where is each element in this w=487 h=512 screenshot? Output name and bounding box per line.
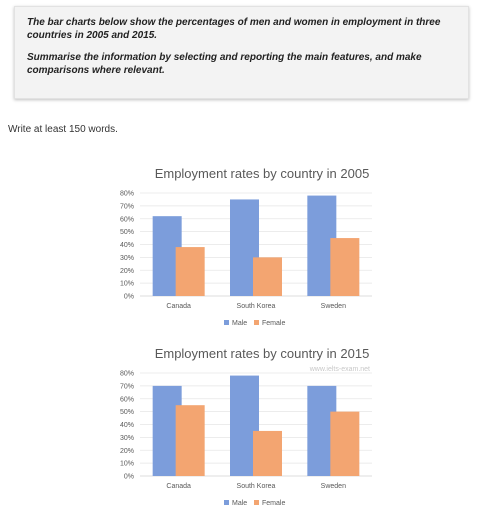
y-tick-label: 60% — [120, 216, 134, 223]
y-tick-label: 10% — [120, 461, 134, 468]
legend-label-male: Male — [232, 500, 247, 507]
legend-swatch-female — [254, 500, 259, 505]
bar-female-sweden — [330, 411, 360, 476]
y-tick-label: 40% — [120, 242, 134, 249]
legend-label-female: Female — [262, 320, 285, 327]
bar-female-sweden — [330, 238, 360, 296]
chart-title: Employment rates by country in 2015 — [155, 346, 370, 361]
category-label: Sweden — [321, 483, 346, 490]
y-tick-label: 60% — [120, 396, 134, 403]
employment-chart-2005: Employment rates by country in 2005 0% 10%… — [120, 166, 372, 327]
y-tick-label: 80% — [120, 191, 134, 198]
watermark: www.ielts-exam.net — [309, 366, 370, 373]
category-label: Canada — [166, 483, 191, 490]
y-tick-label: 0% — [124, 474, 134, 481]
bar-female-south-korea — [253, 430, 282, 476]
category-label: Canada — [166, 303, 191, 310]
y-tick-label: 50% — [120, 409, 134, 416]
legend-swatch-female — [254, 320, 259, 325]
bar-female-canada — [175, 405, 205, 476]
y-tick-label: 20% — [120, 268, 134, 275]
category-label: South Korea — [237, 303, 276, 310]
bar-female-south-korea — [253, 257, 282, 296]
y-tick-label: 70% — [120, 383, 134, 390]
legend-label-male: Male — [232, 320, 247, 327]
legend-label-female: Female — [262, 500, 285, 507]
y-tick-label: 50% — [120, 229, 134, 236]
y-tick-label: 20% — [120, 448, 134, 455]
y-tick-label: 10% — [120, 281, 134, 288]
task-prompt-box: The bar charts below show the percentage… — [14, 6, 469, 99]
y-tick-label: 40% — [120, 422, 134, 429]
chart-title: Employment rates by country in 2005 — [155, 166, 370, 181]
y-tick-label: 30% — [120, 255, 134, 262]
y-tick-label: 70% — [120, 203, 134, 210]
category-label: Sweden — [321, 303, 346, 310]
category-label: South Korea — [237, 483, 276, 490]
task-instruction-text: Summarise the information by selecting a… — [27, 52, 422, 76]
legend-swatch-male — [224, 500, 229, 505]
employment-chart-2015: Employment rates by country in 2015 www.i… — [120, 346, 372, 507]
task-prompt-text: The bar charts below show the percentage… — [27, 17, 441, 41]
word-requirement: Write at least 150 words. — [8, 124, 118, 135]
y-tick-label: 0% — [124, 294, 134, 301]
legend-swatch-male — [224, 320, 229, 325]
bar-female-canada — [175, 247, 205, 296]
y-tick-label: 30% — [120, 435, 134, 442]
y-tick-label: 80% — [120, 371, 134, 378]
